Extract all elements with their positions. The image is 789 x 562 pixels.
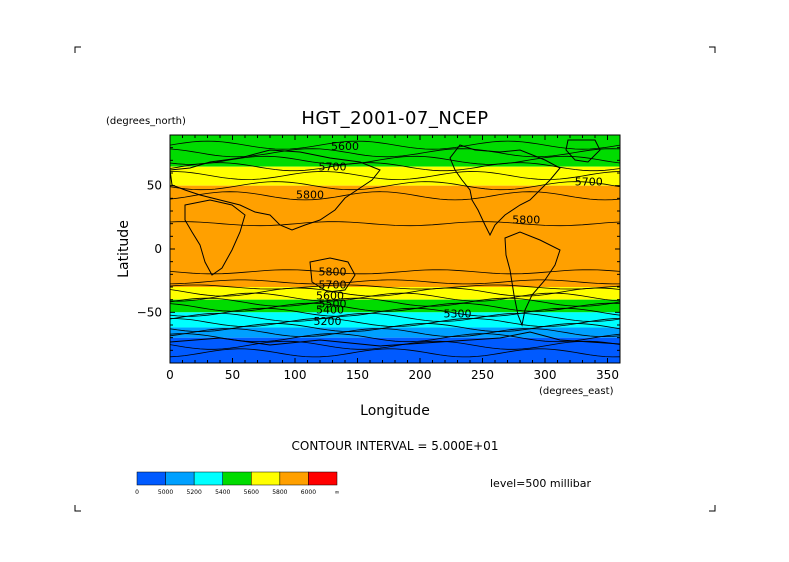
band-0 [170, 135, 620, 167]
contour-line-11 [170, 287, 620, 297]
contour-interval-note: CONTOUR INTERVAL = 5.000E+01 [292, 439, 499, 453]
contour-label-group: 5600570058005700580058005700560055005400… [296, 140, 603, 328]
contour-line-8 [170, 269, 620, 275]
contour-label-9: 5400 [316, 304, 344, 317]
y-tick-label-2: −50 [137, 305, 162, 319]
colorbar-label-5: 5800 [272, 489, 287, 496]
contour-line-22 [170, 348, 620, 358]
contour-label-0: 5600 [331, 140, 359, 153]
colorbar-swatch-1 [165, 471, 195, 486]
contour-line-15 [170, 307, 620, 317]
x-unit-label: (degrees_east) [539, 386, 614, 397]
x-tick-label-4: 200 [409, 368, 432, 382]
colorbar-label-4: 5600 [244, 489, 259, 496]
contour-line-13 [170, 297, 620, 307]
contour-line-18 [170, 323, 620, 333]
contour-label-10: 5300 [444, 307, 472, 320]
colorbar-swatch-3 [222, 471, 252, 486]
coast-greenland [565, 139, 601, 163]
x-axis: 0 50 100 150 200 250 300 350 [166, 135, 619, 382]
x-tick-label-1: 50 [225, 368, 240, 382]
colorbar-swatch-0 [136, 471, 166, 486]
contour-line-2 [170, 155, 620, 165]
colorbar-swatch-2 [193, 471, 223, 486]
coast-australia [309, 257, 356, 293]
contour-label-8: 5500 [319, 297, 347, 310]
x-tick-label-3: 150 [346, 368, 369, 382]
coast-south-america [504, 231, 561, 327]
contour-line-14 [170, 302, 620, 312]
colorbar-label-2: 5200 [187, 489, 202, 496]
y-axis: 50 0 −50 [137, 147, 620, 351]
coastlines [170, 139, 620, 347]
contour-label-3: 5700 [575, 176, 603, 189]
band-2 [170, 185, 620, 287]
color-bands [170, 135, 620, 363]
colorbar-label-7: ∞ [335, 489, 340, 496]
contour-line-21 [170, 340, 620, 350]
contour-label-5: 5800 [319, 266, 347, 279]
corner-marks [74, 46, 716, 512]
y-tick-label-0: 50 [147, 179, 162, 193]
contour-label-2: 5800 [296, 188, 324, 201]
colorbar-swatch-4 [251, 471, 281, 486]
contour-line-0 [170, 140, 620, 150]
contour-line-10 [170, 284, 620, 290]
contour-line-12 [170, 292, 620, 302]
colorbar: 0 5000 5200 5400 5600 5800 6000 ∞ [135, 471, 340, 496]
colorbar-swatch-6 [308, 471, 338, 486]
contour-line-16 [170, 313, 620, 322]
colorbar-label-6: 6000 [301, 489, 316, 496]
plot-area: 5600570058005700580058005700560055005400… [169, 134, 621, 364]
x-tick-label-2: 100 [284, 368, 307, 382]
level-note: level=500 millibar [490, 477, 592, 490]
x-axis-title: Longitude [360, 403, 430, 419]
coast-africa [184, 199, 246, 276]
y-unit-label: (degrees_north) [106, 116, 186, 127]
coast-north-america [449, 144, 561, 237]
contour-lines [170, 140, 620, 358]
coast-antarctica [170, 331, 620, 347]
contour-line-6 [170, 191, 620, 201]
x-tick-label-0: 0 [166, 368, 174, 382]
band-1 [170, 166, 620, 186]
colorbar-label-1: 5000 [158, 489, 173, 496]
contour-line-7 [170, 221, 620, 227]
y-axis-title: Latitude [116, 220, 132, 278]
contour-label-1: 5700 [319, 160, 347, 173]
contour-line-19 [170, 328, 620, 338]
coast-eurasia [170, 149, 381, 231]
y-tick-label-1: 0 [154, 242, 162, 256]
contour-line-3 [170, 162, 620, 172]
x-tick-label-6: 300 [534, 368, 557, 382]
contour-label-4: 5800 [512, 214, 540, 227]
colorbar-label-3: 5400 [215, 489, 230, 496]
contour-line-4 [170, 171, 620, 181]
x-tick-label-7: 350 [596, 368, 619, 382]
x-tick-label-5: 250 [471, 368, 494, 382]
chart-title: HGT_2001-07_NCEP [301, 108, 488, 129]
band-6 [170, 327, 620, 338]
colorbar-swatch-5 [279, 471, 309, 486]
contour-label-7: 5600 [316, 290, 344, 303]
contour-label-11: 5200 [314, 315, 342, 328]
contour-label-6: 5700 [319, 278, 347, 291]
colorbar-label-0: 0 [135, 489, 139, 496]
